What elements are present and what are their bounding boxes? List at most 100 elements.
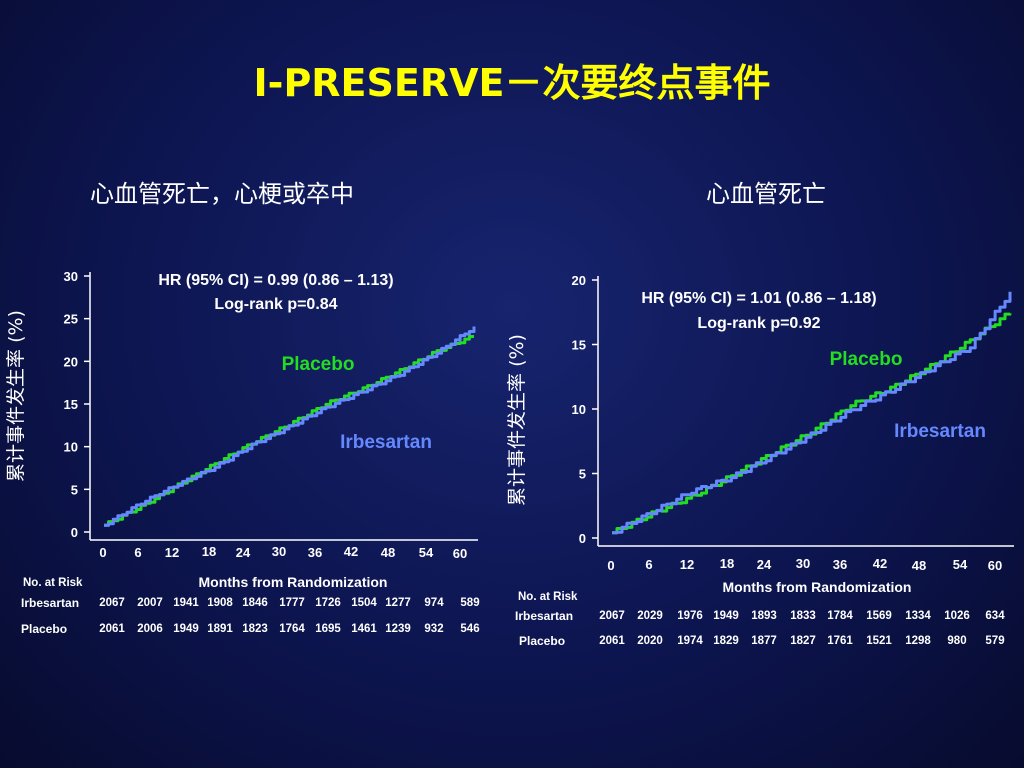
chart-2-y-tick-label: 15	[572, 338, 586, 353]
chart-2-risk-cell: 1298	[905, 635, 931, 647]
chart-2-risk-cell: 1334	[905, 610, 931, 622]
chart-1-x-axis-label: Months from Randomization	[199, 574, 388, 590]
chart-1-risk-cell: 589	[460, 597, 480, 609]
chart-1-risk-cell: 1277	[385, 597, 411, 609]
chart-2-series-irbesartan	[612, 291, 1012, 535]
chart-1-x-tick-label: 0	[99, 545, 106, 560]
chart-2-y-tick-label: 0	[579, 531, 586, 546]
chart-2-y-tick-label: 5	[579, 467, 586, 482]
chart-2-x-tick-label: 12	[680, 557, 694, 572]
chart-1-series-irbesartan	[104, 326, 476, 527]
chart-2-x-tick-label: 48	[912, 558, 926, 573]
chart-2-risk-cell: 1974	[677, 635, 703, 647]
chart-2-risk-cell: 1784	[827, 610, 853, 622]
chart-1-y-tick-label: 10	[64, 440, 78, 455]
chart-1-risk-row-label: Irbesartan	[21, 596, 80, 610]
chart-2-risk-cell: 980	[947, 635, 967, 647]
chart-2-x-axis-label: Months from Randomization	[723, 579, 912, 595]
chart-1-risk-cell: 1941	[173, 597, 199, 609]
chart-2-risk-cell: 2061	[599, 635, 625, 647]
chart-1-risk-cell: 1823	[242, 623, 268, 635]
chart-2-x-tick-label: 60	[988, 558, 1002, 573]
chart-1-risk-cell: 1239	[385, 623, 411, 635]
chart-1-risk-row-label: Placebo	[21, 622, 68, 636]
chart-2-x-tick-label: 18	[720, 556, 734, 571]
chart-1-risk-cell: 2067	[99, 597, 125, 609]
chart-2-risk-cell: 1827	[790, 635, 816, 647]
chart-2-risk-cell: 1521	[866, 635, 892, 647]
chart-1-risk-cell: 1726	[315, 597, 341, 609]
chart-2-risk-cell: 1026	[944, 610, 970, 622]
chart-2-x-tick-label: 30	[796, 556, 810, 571]
chart-1-risk-cell: 974	[424, 597, 444, 609]
chart-2-risk-cell: 2029	[637, 610, 663, 622]
chart-1-risk-cell: 2007	[137, 597, 163, 609]
chart-1-risk-cell: 2006	[137, 623, 163, 635]
chart-2-x-tick-label: 36	[833, 557, 847, 572]
chart-1-x-tick-label: 12	[165, 545, 179, 560]
chart-1-y-tick-label: 5	[71, 482, 78, 497]
chart-1-x-tick-label: 30	[272, 544, 286, 559]
chart-2-risk-cell: 1761	[827, 635, 853, 647]
chart-1-legend-placebo: Placebo	[282, 354, 355, 375]
chart-1-legend-irbesartan: Irbesartan	[340, 432, 432, 453]
chart-2-risk-cell: 1833	[790, 610, 816, 622]
chart-2-log-rank-p: Log-rank p=0.92	[697, 315, 820, 332]
chart-2-x-tick-label: 42	[873, 556, 887, 571]
chart-2-risk-cell: 579	[985, 635, 1005, 647]
chart-1-hazard-ratio: HR (95% CI) = 0.99 (0.86 – 1.13)	[158, 272, 393, 289]
chart-1-x-tick-label: 36	[308, 545, 322, 560]
chart-1-y-tick-label: 25	[64, 312, 78, 327]
chart-1-x-tick-label: 60	[453, 546, 467, 561]
chart-2-x-tick-label: 54	[953, 557, 968, 572]
chart-1-risk-cell: 1695	[315, 623, 341, 635]
chart-1-y-tick-label: 15	[64, 397, 78, 412]
chart-2-risk-cell: 1949	[713, 610, 739, 622]
chart-2-risk-row-label: Placebo	[519, 634, 566, 648]
chart-2-risk-cell: 1569	[866, 610, 892, 622]
chart-2-risk-cell: 1893	[751, 610, 777, 622]
chart-1-y-tick-label: 0	[71, 525, 78, 540]
chart-1-risk-cell: 1949	[173, 623, 199, 635]
right-chart-subtitle: 心血管死亡	[706, 180, 826, 208]
chart-1-y-axis-label: 累计事件发生率 (%)	[5, 310, 27, 482]
chart-1-y-tick-label: 30	[64, 269, 78, 284]
chart-1-risk-header: No. at Risk	[23, 577, 83, 589]
chart-1-risk-cell: 932	[424, 623, 444, 635]
chart-1-x-tick-label: 54	[419, 545, 434, 560]
chart-1-y-tick-label: 20	[64, 354, 78, 369]
chart-1-risk-cell: 1846	[242, 597, 268, 609]
chart-2-risk-row-label: Irbesartan	[515, 609, 574, 623]
chart-2-x-tick-label: 0	[607, 558, 614, 573]
page-title: I-PRESERVE－次要终点事件	[253, 61, 771, 105]
chart-2-x-tick-label: 6	[645, 557, 652, 572]
chart-1-risk-cell: 2061	[99, 623, 125, 635]
chart-2-risk-cell: 2020	[637, 635, 663, 647]
chart-2-hazard-ratio: HR (95% CI) = 1.01 (0.86 – 1.18)	[641, 290, 876, 307]
chart-2-risk-header: No. at Risk	[518, 591, 578, 603]
chart-1-x-tick-label: 42	[344, 544, 358, 559]
chart-2-y-tick-label: 10	[572, 402, 586, 417]
chart-1-risk-cell: 1908	[207, 597, 233, 609]
chart-1-risk-cell: 1777	[279, 597, 305, 609]
chart-2-risk-cell: 1976	[677, 610, 703, 622]
chart-2-y-axis-label: 累计事件发生率 (%)	[506, 334, 528, 506]
chart-2-x-tick-label: 24	[757, 557, 772, 572]
chart-1-risk-cell: 546	[460, 623, 480, 635]
chart-2-legend-placebo: Placebo	[830, 349, 903, 370]
chart-1-risk-cell: 1764	[279, 623, 305, 635]
chart-1-risk-cell: 1891	[207, 623, 233, 635]
chart-1-x-tick-label: 18	[202, 544, 216, 559]
chart-1-log-rank-p: Log-rank p=0.84	[214, 296, 337, 313]
left-chart-subtitle: 心血管死亡，心梗或卒中	[90, 180, 354, 208]
chart-1-x-tick-label: 6	[134, 545, 141, 560]
chart-2-legend-irbesartan: Irbesartan	[894, 421, 986, 442]
chart-2-risk-cell: 634	[985, 610, 1005, 622]
chart-2-y-tick-label: 20	[572, 273, 586, 288]
chart-2-risk-cell: 2067	[599, 610, 625, 622]
chart-2-risk-cell: 1829	[713, 635, 739, 647]
chart-1-risk-cell: 1504	[351, 597, 377, 609]
chart-1-risk-cell: 1461	[351, 623, 377, 635]
chart-1-x-tick-label: 48	[381, 545, 395, 560]
